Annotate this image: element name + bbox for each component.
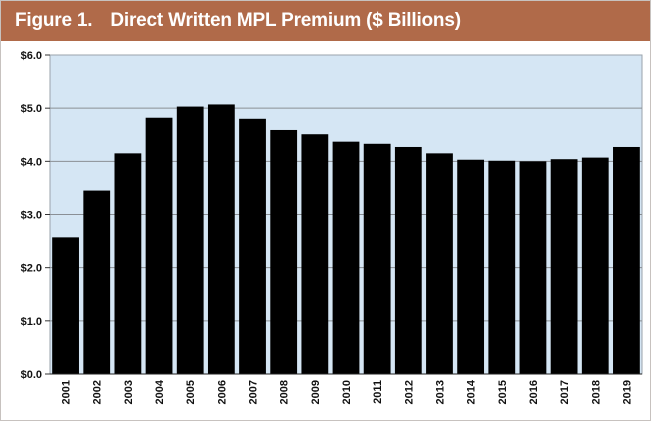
bar-2012 bbox=[395, 147, 422, 374]
x-tick-label: 2010 bbox=[341, 380, 353, 404]
x-tick-label: 2005 bbox=[185, 380, 197, 404]
bar-2017 bbox=[551, 159, 578, 374]
bar-2004 bbox=[146, 118, 173, 374]
bar-2014 bbox=[457, 160, 484, 374]
x-tick-label: 2006 bbox=[216, 380, 228, 404]
x-tick-label: 2019 bbox=[621, 380, 633, 404]
x-tick-label: 2009 bbox=[310, 380, 322, 404]
y-tick-label: $2.0 bbox=[21, 263, 42, 275]
bar-2003 bbox=[114, 153, 141, 374]
bar-chart: $0.0 $1.0 $2.0 $3.0 $4.0 $5.0 $6.0 2001 2002 2003… bbox=[1, 41, 650, 420]
bar-2001 bbox=[52, 237, 79, 374]
y-tick-label: $5.0 bbox=[21, 103, 42, 115]
bar-2018 bbox=[582, 158, 609, 374]
bar-2009 bbox=[301, 134, 328, 374]
y-tick-label: $0.0 bbox=[21, 369, 42, 381]
x-tick-label: 2007 bbox=[248, 380, 260, 404]
bar-2008 bbox=[270, 130, 297, 374]
y-tick-label: $4.0 bbox=[21, 156, 42, 168]
bar-2011 bbox=[364, 144, 391, 374]
chart-area: $0.0 $1.0 $2.0 $3.0 $4.0 $5.0 $6.0 2001 2002 2003… bbox=[1, 41, 650, 420]
x-tick-label: 2008 bbox=[279, 380, 291, 404]
y-tick-label: $6.0 bbox=[21, 50, 42, 62]
figure-panel: Figure 1. Direct Written MPL Premium ($ … bbox=[0, 0, 651, 421]
bar-2002 bbox=[83, 191, 110, 374]
bar-2010 bbox=[333, 142, 360, 374]
x-tick-label: 2015 bbox=[497, 380, 509, 404]
figure-label: Figure 1. bbox=[15, 10, 92, 32]
x-tick-label: 2002 bbox=[92, 380, 104, 404]
x-tick-label: 2011 bbox=[372, 380, 384, 404]
y-tick-label: $1.0 bbox=[21, 316, 42, 328]
bar-2019 bbox=[613, 147, 640, 374]
x-tick-label: 2016 bbox=[528, 380, 540, 404]
bar-2006 bbox=[208, 104, 235, 374]
y-tick-label: $3.0 bbox=[21, 210, 42, 222]
bar-2013 bbox=[426, 153, 453, 374]
bar-2015 bbox=[488, 161, 515, 374]
bar-2005 bbox=[177, 107, 204, 374]
bar-2007 bbox=[239, 119, 266, 374]
x-tick-label: 2003 bbox=[123, 380, 135, 404]
x-tick-label: 2013 bbox=[434, 380, 446, 404]
figure-header: Figure 1. Direct Written MPL Premium ($ … bbox=[1, 1, 650, 41]
x-tick-label: 2014 bbox=[466, 379, 478, 404]
x-tick-label: 2001 bbox=[61, 380, 73, 404]
x-tick-label: 2018 bbox=[590, 380, 602, 404]
bar-2016 bbox=[520, 161, 547, 374]
x-tick-label: 2004 bbox=[154, 379, 166, 404]
figure-title: Direct Written MPL Premium ($ Billions) bbox=[110, 10, 460, 32]
x-tick-label: 2012 bbox=[403, 380, 415, 404]
x-tick-label: 2017 bbox=[559, 380, 571, 404]
